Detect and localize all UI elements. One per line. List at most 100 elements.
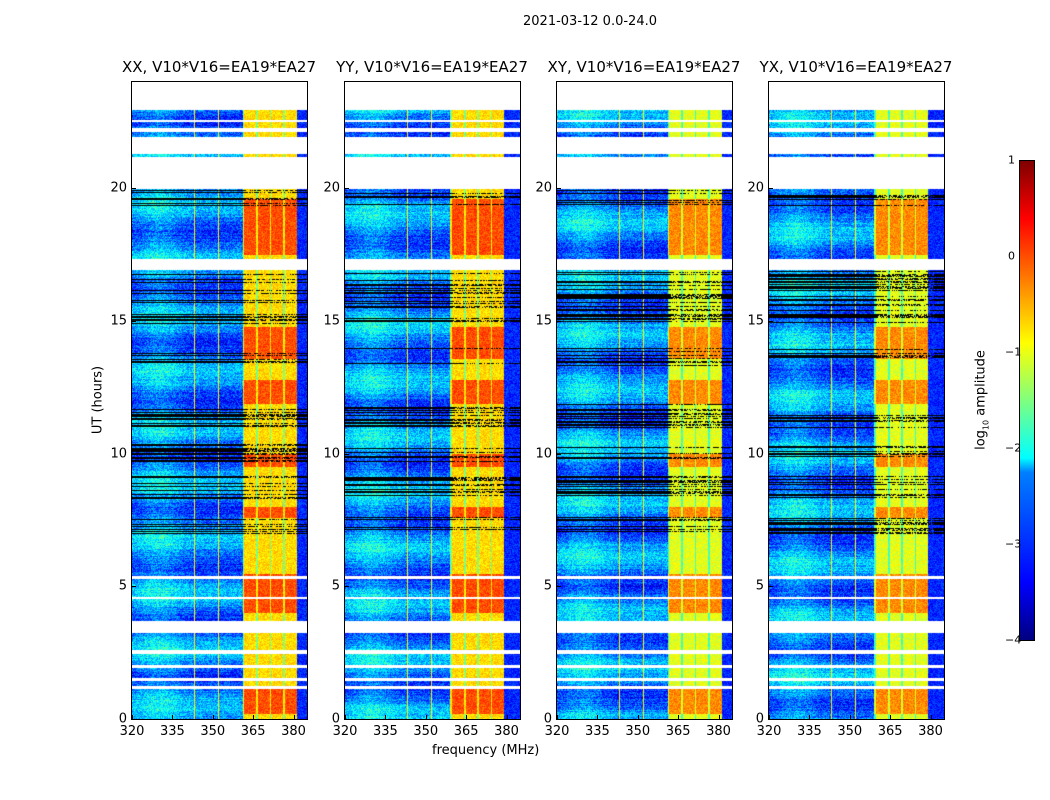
y-tick-label: 10: [323, 446, 340, 462]
x-tick-label: 380: [494, 724, 519, 739]
y-tick-label: 10: [535, 446, 552, 462]
waterfall-heatmap: [345, 82, 520, 719]
y-tick-mark: [344, 586, 349, 588]
waterfall-heatmap: [132, 82, 307, 719]
waterfall-panel: [344, 81, 521, 720]
x-tick-mark: [637, 715, 639, 720]
x-tick-label: 365: [877, 724, 903, 739]
x-tick-label: 365: [665, 724, 691, 739]
y-tick-mark: [131, 719, 136, 720]
y-tick-mark: [131, 320, 136, 322]
x-tick-mark: [506, 715, 508, 720]
x-tick-mark: [769, 715, 770, 720]
x-tick-mark: [425, 715, 427, 720]
panel-title: XY, V10*V16=EA19*EA27: [547, 58, 741, 76]
y-tick-label: 20: [747, 180, 764, 196]
y-tick-label: 10: [747, 446, 764, 462]
y-tick-mark: [768, 719, 773, 720]
y-tick-mark: [768, 320, 773, 322]
y-tick-label: 15: [110, 313, 127, 329]
y-tick-mark: [131, 453, 136, 455]
y-tick-label: 5: [543, 578, 552, 594]
x-tick-label: 350: [413, 724, 439, 739]
y-tick-label: 20: [110, 180, 127, 196]
x-axis-label: frequency (MHz): [432, 743, 540, 758]
x-tick-mark: [849, 715, 851, 720]
x-tick-mark: [557, 715, 558, 720]
y-tick-label: 0: [543, 711, 552, 727]
y-tick-mark: [768, 188, 773, 190]
colorbar-tick-label: 0: [1008, 249, 1015, 263]
colorbar-tick-label: 1: [1008, 153, 1015, 167]
x-tick-label: 380: [706, 724, 731, 739]
panel-title: YY, V10*V16=EA19*EA27: [336, 58, 528, 76]
y-tick-label: 20: [535, 180, 552, 196]
x-tick-label: 320: [544, 724, 570, 739]
x-tick-mark: [293, 715, 295, 720]
waterfall-heatmap: [557, 82, 732, 719]
colorbar: [1019, 160, 1035, 641]
y-tick-mark: [344, 719, 349, 720]
y-tick-label: 10: [110, 446, 127, 462]
x-tick-label: 320: [756, 724, 782, 739]
y-tick-label: 5: [755, 578, 764, 594]
y-tick-mark: [556, 719, 561, 720]
waterfall-panel: [556, 81, 733, 720]
x-tick-mark: [718, 715, 720, 720]
x-tick-mark: [212, 715, 214, 720]
x-tick-label: 320: [332, 724, 358, 739]
y-tick-mark: [344, 320, 349, 322]
x-tick-mark: [597, 715, 599, 720]
x-tick-mark: [132, 715, 133, 720]
waterfall-panel: [131, 81, 308, 720]
y-tick-label: 0: [331, 711, 340, 727]
y-tick-mark: [768, 453, 773, 455]
x-tick-label: 365: [240, 724, 266, 739]
panel-title: YX, V10*V16=EA19*EA27: [759, 58, 953, 76]
waterfall-panel: [768, 81, 945, 720]
y-tick-mark: [131, 188, 136, 190]
x-tick-mark: [466, 715, 468, 720]
y-tick-label: 15: [535, 313, 552, 329]
y-tick-mark: [556, 453, 561, 455]
y-tick-label: 15: [747, 313, 764, 329]
y-tick-label: 15: [323, 313, 340, 329]
y-axis-label: UT (hours): [90, 365, 106, 435]
y-tick-label: 0: [755, 711, 764, 727]
x-tick-label: 380: [918, 724, 943, 739]
x-tick-mark: [890, 715, 892, 720]
y-tick-mark: [344, 453, 349, 455]
x-tick-label: 335: [159, 724, 185, 739]
x-tick-mark: [678, 715, 680, 720]
colorbar-tick-label: −4: [1005, 633, 1022, 647]
x-tick-mark: [172, 715, 174, 720]
y-tick-mark: [556, 320, 561, 322]
colorbar-tick-label: −2: [1005, 441, 1022, 455]
y-tick-mark: [556, 586, 561, 588]
colorbar-tick-label: −3: [1005, 537, 1022, 551]
x-tick-label: 350: [200, 724, 226, 739]
figure-title: 2021-03-12 0.0-24.0: [523, 14, 657, 29]
y-tick-mark: [768, 586, 773, 588]
colorbar-tick-label: −1: [1005, 345, 1022, 359]
x-tick-mark: [930, 715, 932, 720]
x-tick-mark: [345, 715, 346, 720]
x-tick-label: 320: [119, 724, 145, 739]
y-tick-label: 5: [331, 578, 340, 594]
y-tick-label: 5: [118, 578, 127, 594]
x-tick-mark: [809, 715, 811, 720]
x-tick-label: 350: [625, 724, 651, 739]
waterfall-heatmap: [769, 82, 944, 719]
colorbar-label: log10 amplitude: [973, 350, 991, 450]
x-tick-label: 380: [281, 724, 306, 739]
x-tick-label: 365: [453, 724, 479, 739]
x-tick-label: 335: [796, 724, 822, 739]
x-tick-label: 335: [584, 724, 610, 739]
x-tick-label: 350: [837, 724, 863, 739]
x-tick-label: 335: [372, 724, 398, 739]
y-tick-mark: [344, 188, 349, 190]
y-tick-label: 20: [323, 180, 340, 196]
x-tick-mark: [385, 715, 387, 720]
y-tick-mark: [556, 188, 561, 190]
